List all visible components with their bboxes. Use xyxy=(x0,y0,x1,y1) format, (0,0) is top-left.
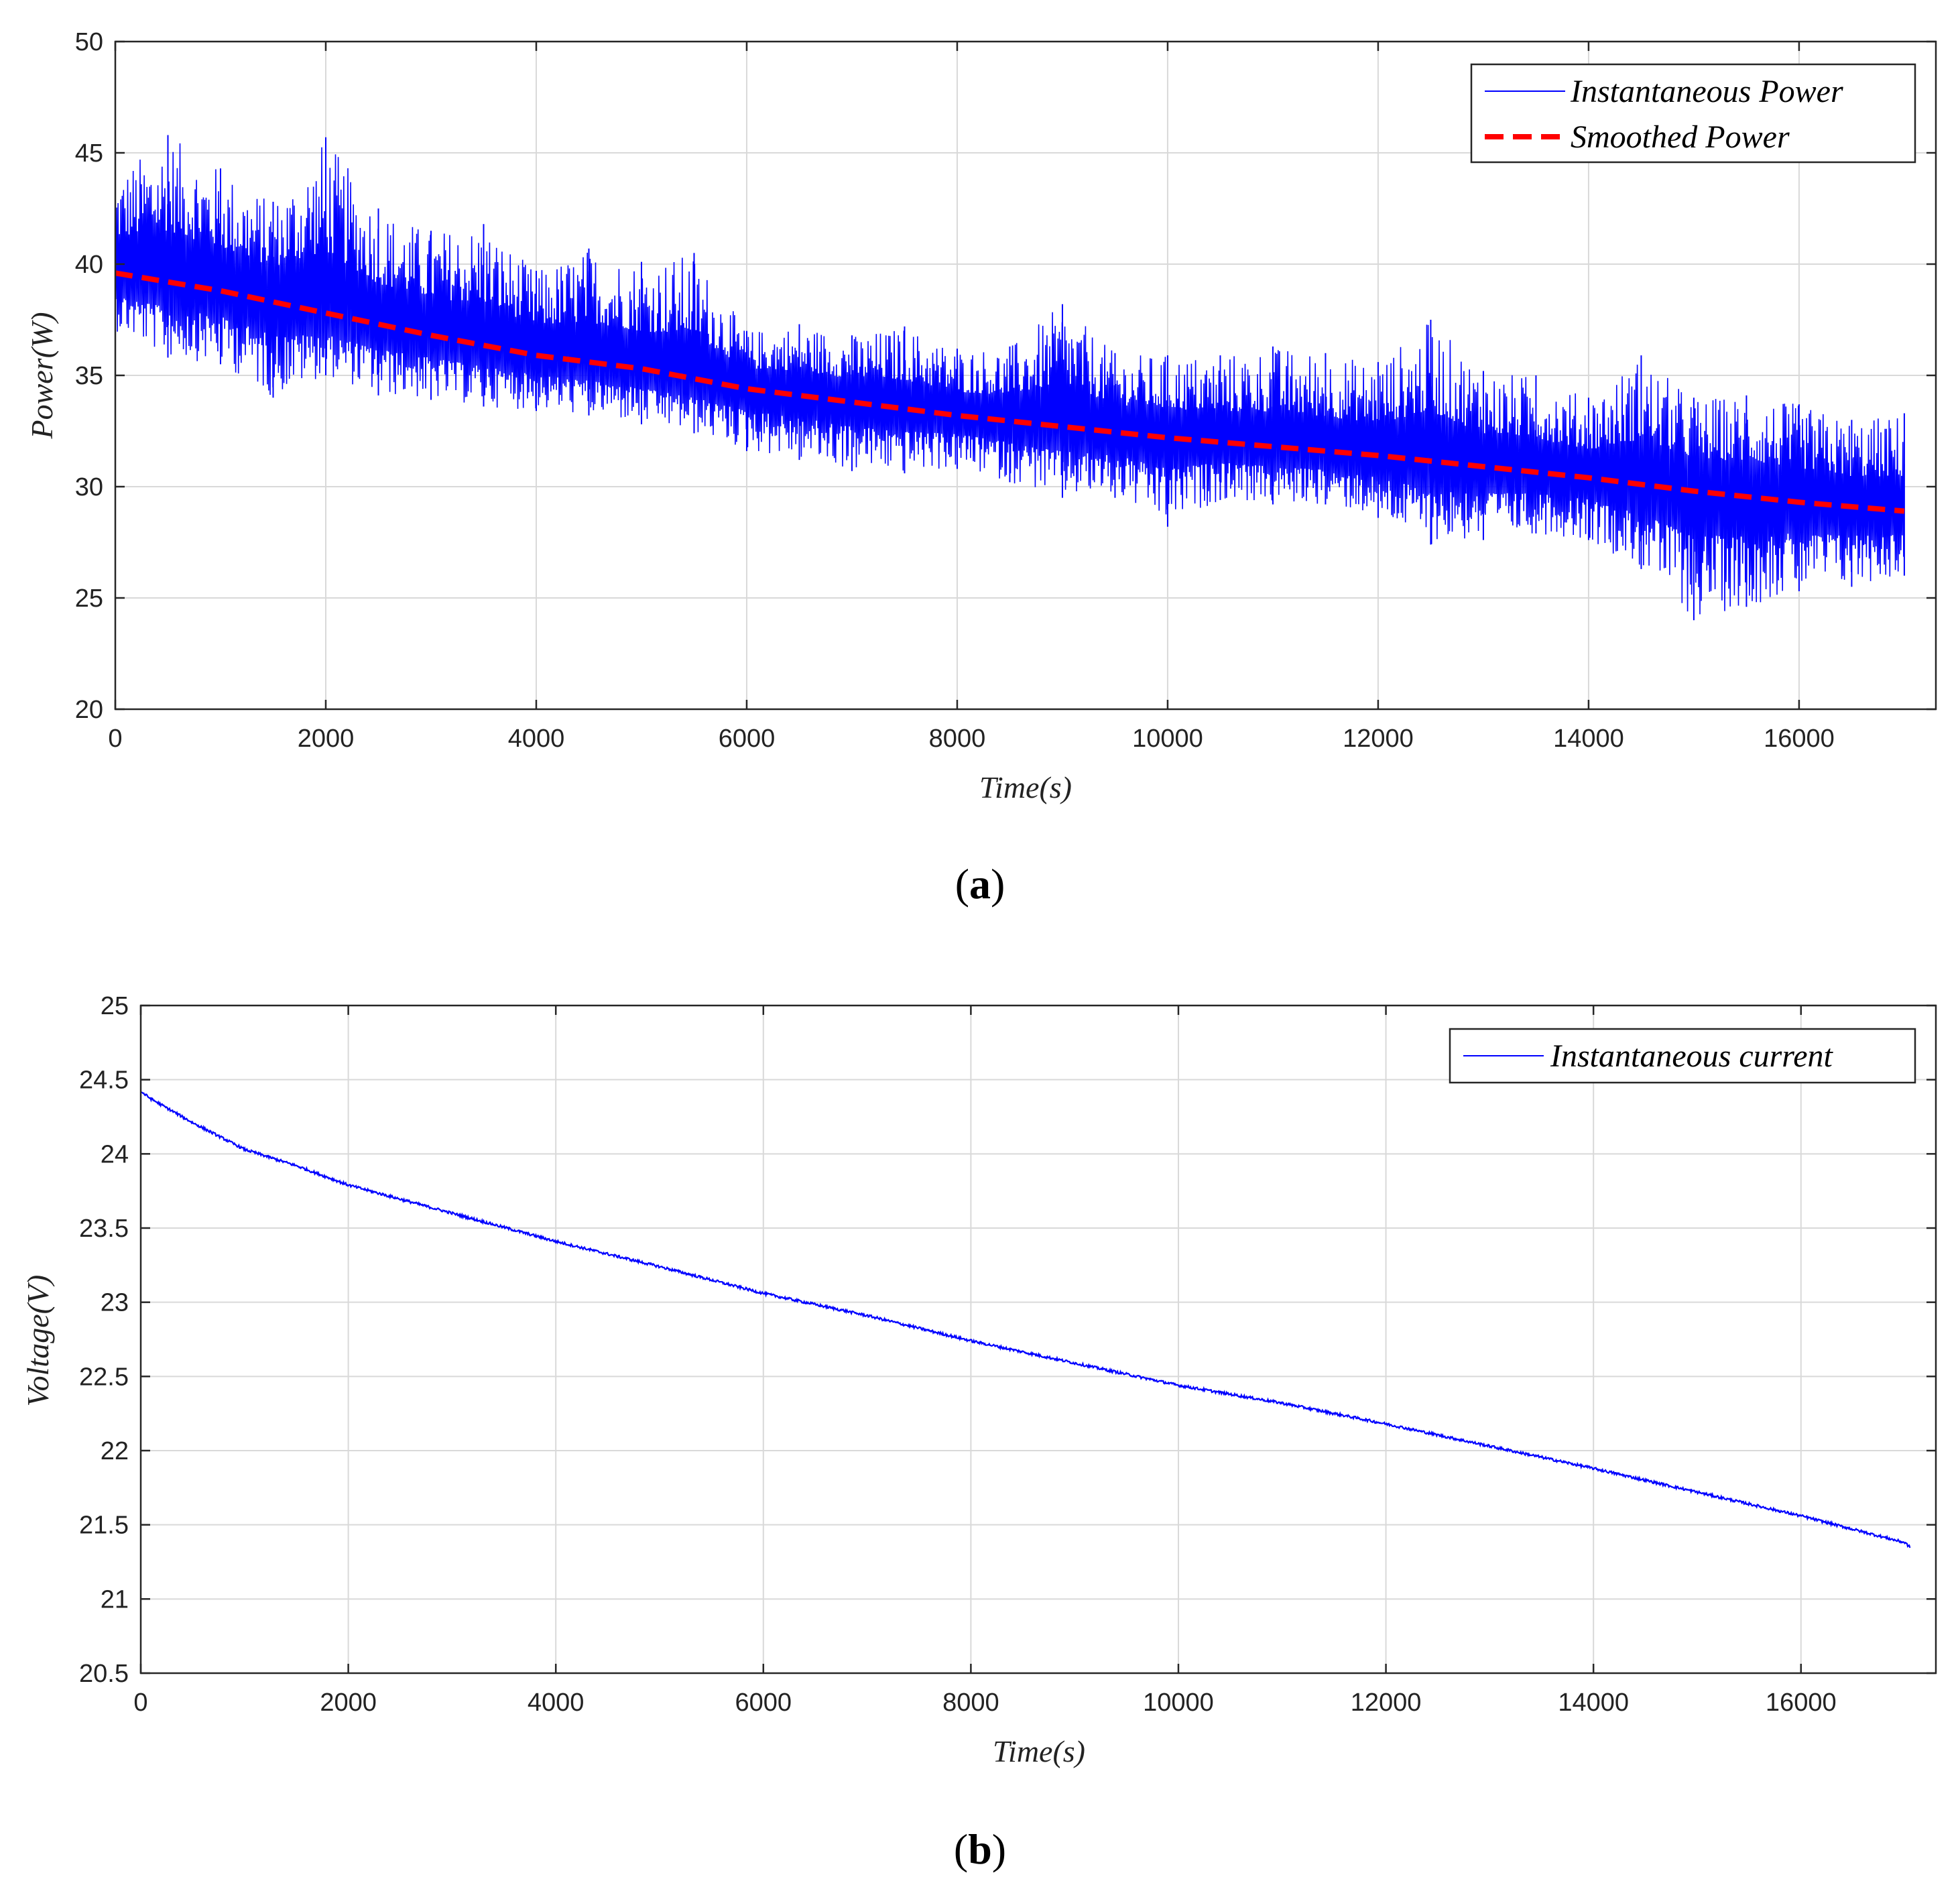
a-x-tick-label-0: 0 xyxy=(108,725,122,753)
panel-b-voltage-chart: 0 2000 4000 6000 8000 10000 12000 14000 16000 20… xyxy=(21,992,1937,1873)
b-x-tick-label-16000: 16000 xyxy=(1766,1689,1837,1717)
b-x-tick-label-6000: 6000 xyxy=(735,1689,792,1717)
a-y-axis: 20 25 30 35 40 45 50 xyxy=(75,28,1936,724)
b-x-tick-label-10000: 10000 xyxy=(1143,1689,1214,1717)
b-x-tick-label-2000: 2000 xyxy=(320,1689,377,1717)
a-x-tick-label-16000: 16000 xyxy=(1764,725,1835,753)
b-y-tick-label-23.5: 23.5 xyxy=(79,1215,129,1243)
b-y-tick-label-24.5: 24.5 xyxy=(79,1067,129,1095)
b-panel-label: (b) xyxy=(954,1825,1006,1873)
a-x-tick-label-12000: 12000 xyxy=(1343,725,1414,753)
b-y-tick-label-22.5: 22.5 xyxy=(79,1363,129,1391)
a-legend-label-smoothed: Smoothed Power xyxy=(1571,119,1790,155)
b-x-tick-label-14000: 14000 xyxy=(1558,1689,1629,1717)
a-y-tick-label-50: 50 xyxy=(75,28,103,56)
a-y-tick-label-25: 25 xyxy=(75,585,103,613)
b-x-tick-label-4000: 4000 xyxy=(528,1689,585,1717)
a-y-tick-label-20: 20 xyxy=(75,696,103,724)
a-legend: Instantaneous Power Smoothed Power xyxy=(1470,63,1916,164)
a-legend-label-instantaneous: Instantaneous Power xyxy=(1570,74,1843,109)
b-line-instantaneous-current xyxy=(140,1091,1911,1548)
b-y-tick-label-20.5: 20.5 xyxy=(79,1660,129,1688)
b-legend-label-instantaneous: Instantaneous current xyxy=(1550,1038,1834,1074)
a-x-tick-label-4000: 4000 xyxy=(508,725,565,753)
a-x-tick-label-8000: 8000 xyxy=(929,725,986,753)
b-y-axis-label: Voltage(V) xyxy=(21,1275,55,1407)
b-y-tick-label-21: 21 xyxy=(101,1585,129,1614)
b-y-tick-label-21.5: 21.5 xyxy=(79,1512,129,1540)
b-x-axis: 0 2000 4000 6000 8000 10000 12000 14000 16000 xyxy=(133,1006,1837,1717)
b-plot-frame xyxy=(139,1004,1937,1675)
a-x-tick-label-10000: 10000 xyxy=(1132,725,1203,753)
b-series-instantaneous-current xyxy=(140,1091,1911,1548)
a-x-tick-label-6000: 6000 xyxy=(719,725,776,753)
b-x-tick-label-0: 0 xyxy=(133,1689,147,1717)
a-x-axis: 0 2000 4000 6000 8000 10000 12000 14000 16000 xyxy=(108,42,1835,753)
b-y-axis: 20.5 21 21.5 22 22.5 23 23.5 24 24.5 25 xyxy=(79,992,1936,1688)
b-y-tick-label-24: 24 xyxy=(101,1140,129,1168)
b-legend: Instantaneous current xyxy=(1449,1028,1916,1084)
a-panel-label: (a) xyxy=(955,860,1005,908)
b-y-tick-label-25: 25 xyxy=(101,992,129,1020)
b-y-tick-label-23: 23 xyxy=(101,1289,129,1317)
panel-a-power-chart: 0 2000 4000 6000 8000 10000 12000 14000 16000 20… xyxy=(25,28,1937,908)
b-grid xyxy=(141,1006,1936,1673)
b-y-tick-label-22: 22 xyxy=(101,1437,129,1465)
a-line-smoothed-power xyxy=(115,270,1905,514)
a-y-tick-label-45: 45 xyxy=(75,139,103,168)
a-x-tick-label-14000: 14000 xyxy=(1553,725,1624,753)
b-x-axis-label: Time(s) xyxy=(993,1734,1085,1768)
a-y-tick-label-30: 30 xyxy=(75,473,103,501)
b-x-tick-label-12000: 12000 xyxy=(1351,1689,1422,1717)
a-y-axis-label: Power(W) xyxy=(25,312,59,439)
a-series-instantaneous-power xyxy=(115,135,1905,621)
a-x-tick-label-2000: 2000 xyxy=(298,725,355,753)
a-x-axis-label: Time(s) xyxy=(979,770,1072,804)
a-y-tick-label-40: 40 xyxy=(75,251,103,279)
a-legend-box xyxy=(1470,63,1916,164)
b-x-tick-label-8000: 8000 xyxy=(942,1689,999,1717)
a-y-tick-label-35: 35 xyxy=(75,362,103,390)
